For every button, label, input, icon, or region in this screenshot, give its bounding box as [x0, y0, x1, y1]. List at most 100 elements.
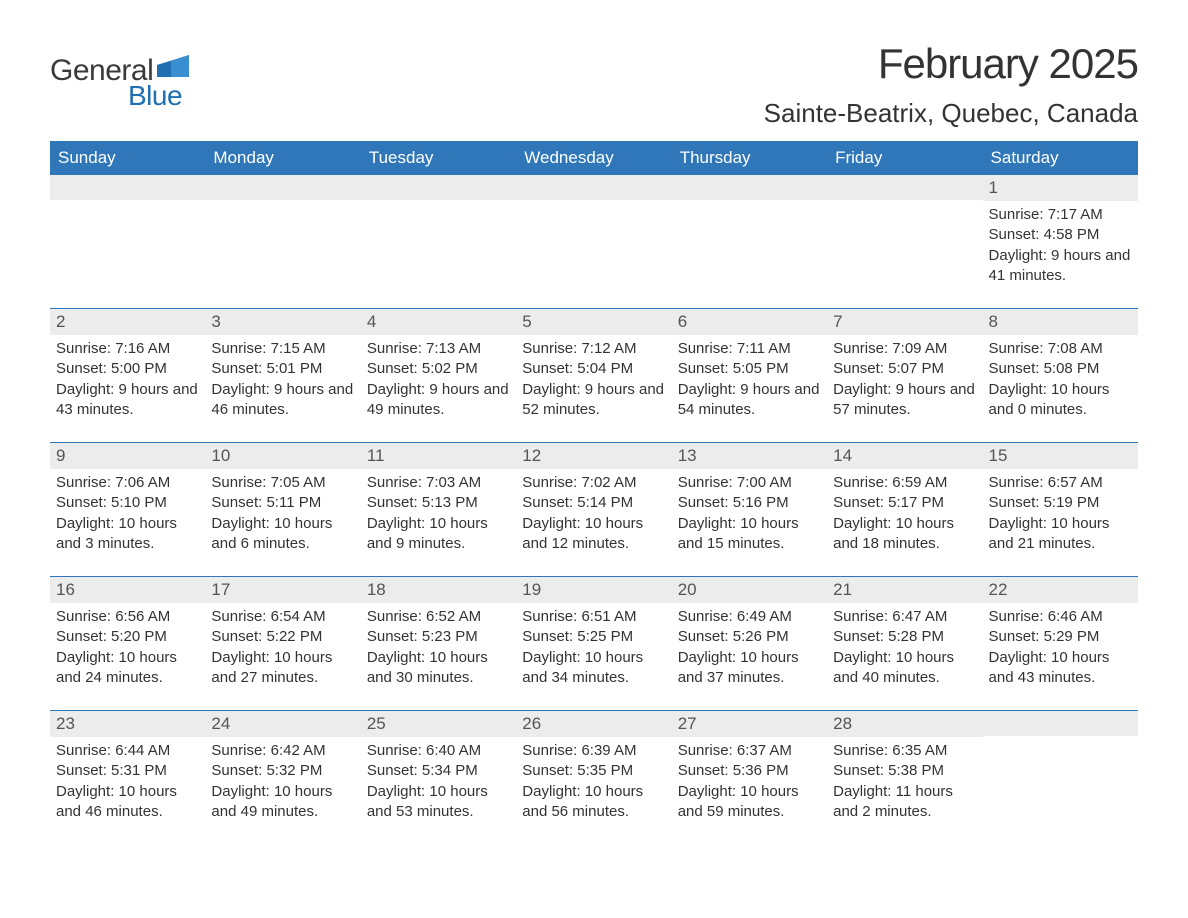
sunrise-text: Sunrise: 7:17 AM [989, 205, 1132, 225]
sunset-text: Sunset: 5:11 PM [211, 493, 354, 513]
day-number: 27 [672, 711, 827, 737]
day-number [50, 175, 205, 200]
weekday-header: Wednesday [516, 141, 671, 175]
day-details: Sunrise: 6:59 AMSunset: 5:17 PMDaylight:… [833, 473, 976, 554]
daylight-text: Daylight: 10 hours and 59 minutes. [678, 782, 821, 823]
sunset-text: Sunset: 5:07 PM [833, 359, 976, 379]
calendar-day: 2 Sunrise: 7:16 AMSunset: 5:00 PMDaylight… [50, 309, 205, 428]
sunset-text: Sunset: 5:32 PM [211, 761, 354, 781]
calendar-week: 9 Sunrise: 7:06 AMSunset: 5:10 PMDaylight… [50, 442, 1138, 562]
calendar-day: 22 Sunrise: 6:46 AMSunset: 5:29 PMDayligh… [983, 577, 1138, 696]
calendar-week: 1Sunrise: 7:17 AMSunset: 4:58 PMDaylight… [50, 175, 1138, 294]
sunset-text: Sunset: 5:34 PM [367, 761, 510, 781]
day-number: 10 [205, 443, 360, 469]
daylight-text: Daylight: 10 hours and 6 minutes. [211, 514, 354, 555]
day-number: 23 [50, 711, 205, 737]
day-number [983, 711, 1138, 736]
calendar-day [983, 711, 1138, 830]
sunrise-text: Sunrise: 6:40 AM [367, 741, 510, 761]
daylight-text: Daylight: 10 hours and 43 minutes. [989, 648, 1132, 689]
sunrise-text: Sunrise: 6:57 AM [989, 473, 1132, 493]
sunset-text: Sunset: 5:01 PM [211, 359, 354, 379]
daylight-text: Daylight: 9 hours and 49 minutes. [367, 380, 510, 421]
calendar-week: 2Sunrise: 7:16 AMSunset: 5:00 PMDaylight… [50, 308, 1138, 428]
daylight-text: Daylight: 10 hours and 15 minutes. [678, 514, 821, 555]
day-number: 28 [827, 711, 982, 737]
sunset-text: Sunset: 5:14 PM [522, 493, 665, 513]
day-number: 22 [983, 577, 1138, 603]
sunrise-text: Sunrise: 7:00 AM [678, 473, 821, 493]
sunrise-text: Sunrise: 7:05 AM [211, 473, 354, 493]
day-number: 14 [827, 443, 982, 469]
calendar-week: 23Sunrise: 6:44 AMSunset: 5:31 PMDayligh… [50, 710, 1138, 830]
calendar-day: 16Sunrise: 6:56 AMSunset: 5:20 PMDayligh… [50, 577, 205, 696]
sunrise-text: Sunrise: 7:16 AM [56, 339, 199, 359]
logo-text-blue: Blue [128, 80, 182, 112]
sunset-text: Sunset: 5:13 PM [367, 493, 510, 513]
calendar-day [827, 175, 982, 294]
day-number: 8 [983, 309, 1138, 335]
day-number [361, 175, 516, 200]
day-number: 18 [361, 577, 516, 603]
sunset-text: Sunset: 5:05 PM [678, 359, 821, 379]
weekday-header: Friday [827, 141, 982, 175]
sunset-text: Sunset: 5:19 PM [989, 493, 1132, 513]
title-block: February 2025 Sainte-Beatrix, Quebec, Ca… [764, 40, 1138, 129]
sunset-text: Sunset: 5:20 PM [56, 627, 199, 647]
location: Sainte-Beatrix, Quebec, Canada [764, 98, 1138, 129]
weekday-header-row: Sunday Monday Tuesday Wednesday Thursday… [50, 141, 1138, 175]
day-details: Sunrise: 6:47 AMSunset: 5:28 PMDaylight:… [833, 607, 976, 688]
day-number: 9 [50, 443, 205, 469]
calendar-day: 4Sunrise: 7:13 AMSunset: 5:02 PMDaylight… [361, 309, 516, 428]
day-number [827, 175, 982, 200]
day-details: Sunrise: 7:06 AMSunset: 5:10 PMDaylight:… [56, 473, 199, 554]
day-details: Sunrise: 6:49 AMSunset: 5:26 PMDaylight:… [678, 607, 821, 688]
day-number: 2 [50, 309, 205, 335]
sunrise-text: Sunrise: 6:46 AM [989, 607, 1132, 627]
day-details: Sunrise: 6:40 AMSunset: 5:34 PMDaylight:… [367, 741, 510, 822]
month-title: February 2025 [764, 40, 1138, 88]
calendar-day: 15 Sunrise: 6:57 AMSunset: 5:19 PMDayligh… [983, 443, 1138, 562]
day-number: 4 [361, 309, 516, 335]
daylight-text: Daylight: 10 hours and 46 minutes. [56, 782, 199, 823]
sunrise-text: Sunrise: 6:51 AM [522, 607, 665, 627]
day-number: 1 [983, 175, 1138, 201]
sunset-text: Sunset: 5:28 PM [833, 627, 976, 647]
daylight-text: Daylight: 9 hours and 43 minutes. [56, 380, 199, 421]
sunrise-text: Sunrise: 7:09 AM [833, 339, 976, 359]
day-number: 15 [983, 443, 1138, 469]
sunrise-text: Sunrise: 7:03 AM [367, 473, 510, 493]
sunrise-text: Sunrise: 6:49 AM [678, 607, 821, 627]
day-number: 3 [205, 309, 360, 335]
calendar-day: 25Sunrise: 6:40 AMSunset: 5:34 PMDayligh… [361, 711, 516, 830]
daylight-text: Daylight: 10 hours and 24 minutes. [56, 648, 199, 689]
calendar-day: 11Sunrise: 7:03 AMSunset: 5:13 PMDayligh… [361, 443, 516, 562]
calendar-day: 19Sunrise: 6:51 AMSunset: 5:25 PMDayligh… [516, 577, 671, 696]
calendar-day: 24Sunrise: 6:42 AMSunset: 5:32 PMDayligh… [205, 711, 360, 830]
daylight-text: Daylight: 9 hours and 46 minutes. [211, 380, 354, 421]
daylight-text: Daylight: 9 hours and 41 minutes. [989, 246, 1132, 287]
calendar-day: 12Sunrise: 7:02 AMSunset: 5:14 PMDayligh… [516, 443, 671, 562]
sunrise-text: Sunrise: 6:56 AM [56, 607, 199, 627]
day-details: Sunrise: 6:46 AMSunset: 5:29 PMDaylight:… [989, 607, 1132, 688]
calendar: Sunday Monday Tuesday Wednesday Thursday… [50, 141, 1138, 830]
weekday-header: Saturday [983, 141, 1138, 175]
calendar-day: 3 Sunrise: 7:15 AMSunset: 5:01 PMDaylight… [205, 309, 360, 428]
sunset-text: Sunset: 5:25 PM [522, 627, 665, 647]
calendar-day [516, 175, 671, 294]
sunset-text: Sunset: 5:00 PM [56, 359, 199, 379]
calendar-day: 20Sunrise: 6:49 AMSunset: 5:26 PMDayligh… [672, 577, 827, 696]
day-details: Sunrise: 6:52 AMSunset: 5:23 PMDaylight:… [367, 607, 510, 688]
calendar-day: 1Sunrise: 7:17 AMSunset: 4:58 PMDaylight… [983, 175, 1138, 294]
sunset-text: Sunset: 5:36 PM [678, 761, 821, 781]
day-details: Sunrise: 7:02 AMSunset: 5:14 PMDaylight:… [522, 473, 665, 554]
sunset-text: Sunset: 5:31 PM [56, 761, 199, 781]
day-details: Sunrise: 7:11 AMSunset: 5:05 PMDaylight:… [678, 339, 821, 420]
day-number: 26 [516, 711, 671, 737]
calendar-day: 14 Sunrise: 6:59 AMSunset: 5:17 PMDayligh… [827, 443, 982, 562]
day-details: Sunrise: 6:57 AMSunset: 5:19 PMDaylight:… [989, 473, 1132, 554]
day-details: Sunrise: 7:15 AMSunset: 5:01 PMDaylight:… [211, 339, 354, 420]
daylight-text: Daylight: 9 hours and 52 minutes. [522, 380, 665, 421]
weekday-header: Sunday [50, 141, 205, 175]
day-number: 7 [827, 309, 982, 335]
